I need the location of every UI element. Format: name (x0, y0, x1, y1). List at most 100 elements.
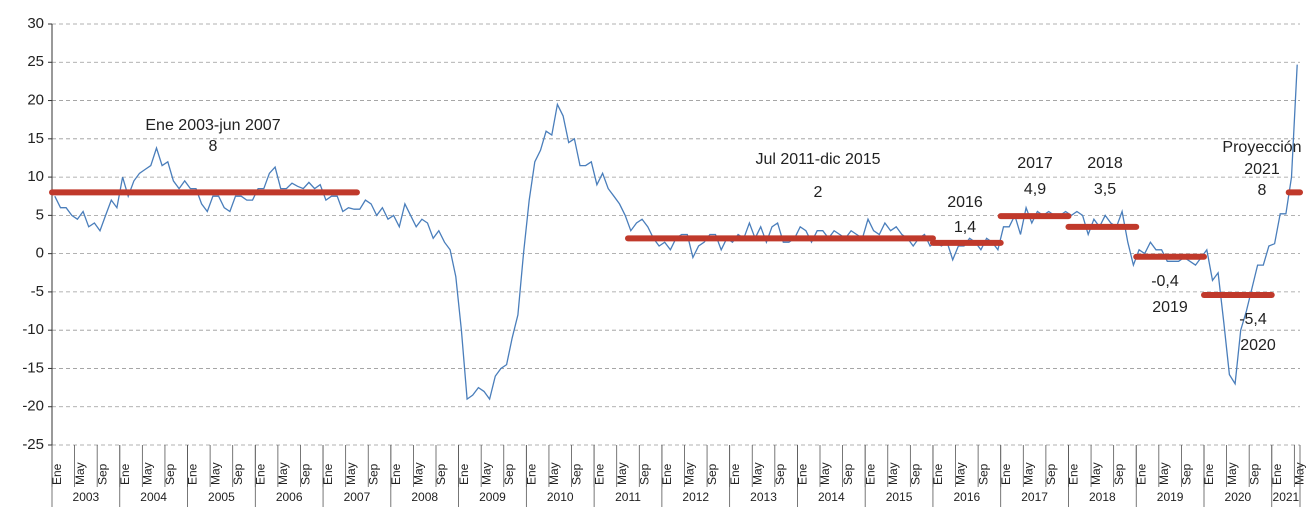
year-label: 2007 (344, 490, 371, 504)
y-tick-label: -25 (22, 436, 44, 453)
average-period: 2018 (1087, 155, 1123, 172)
average-value: 4,9 (1024, 181, 1046, 198)
x-tick-label: Ene (525, 463, 539, 485)
x-tick-label: Ene (118, 463, 132, 485)
average-period: 2016 (947, 194, 983, 211)
year-label: 2019 (1157, 490, 1184, 504)
x-tick-label: May (208, 462, 222, 485)
average-value: -5,4 (1239, 311, 1267, 328)
year-label: 2014 (818, 490, 845, 504)
average-period: 2021 (1244, 161, 1280, 178)
x-tick-label: May (479, 462, 493, 485)
x-tick-label: Sep (434, 463, 448, 485)
x-tick-label: Sep (773, 463, 787, 485)
year-label: 2005 (208, 490, 235, 504)
x-tick-label: May (276, 462, 290, 485)
x-tick-label: Ene (457, 463, 471, 485)
y-tick-label: 0 (36, 245, 44, 262)
average-value: 8 (209, 138, 218, 155)
x-tick-label: Sep (95, 463, 109, 485)
x-tick-label: May (1021, 462, 1035, 485)
year-label: 2013 (750, 490, 777, 504)
x-tick-label: May (1293, 462, 1306, 485)
x-tick-label: May (886, 462, 900, 485)
average-period: Ene 2003-jun 2007 (145, 117, 280, 134)
x-tick-label: Sep (909, 463, 923, 485)
x-tick-label: Sep (841, 463, 855, 485)
y-tick-label: 10 (27, 168, 44, 185)
x-tick-label: May (1089, 462, 1103, 485)
average-value: 3,5 (1094, 181, 1116, 198)
average-value: -0,4 (1151, 273, 1179, 290)
x-tick-label: Sep (1112, 463, 1126, 485)
average-period: 2020 (1240, 337, 1276, 354)
year-label: 2008 (411, 490, 438, 504)
x-tick-label: May (954, 462, 968, 485)
year-label: 2004 (140, 490, 167, 504)
average-value: 2 (814, 184, 823, 201)
x-tick-label: May (547, 462, 561, 485)
y-tick-label: -15 (22, 359, 44, 376)
x-tick-label: May (750, 462, 764, 485)
x-tick-label: May (1157, 462, 1171, 485)
x-tick-label: Sep (570, 463, 584, 485)
average-value: 8 (1258, 182, 1267, 199)
year-label: 2021 (1273, 490, 1300, 504)
x-tick-label: Ene (389, 463, 403, 485)
y-tick-label: 20 (27, 92, 44, 109)
year-label: 2015 (886, 490, 913, 504)
x-tick-label: Ene (1067, 463, 1081, 485)
y-tick-label: -5 (31, 283, 44, 300)
x-tick-label: Ene (50, 463, 64, 485)
x-tick-label: May (344, 462, 358, 485)
x-tick-label: Ene (1134, 463, 1148, 485)
x-tick-label: May (818, 462, 832, 485)
x-tick-label: May (73, 462, 87, 485)
average-period: 2019 (1152, 299, 1188, 316)
year-label: 2010 (547, 490, 574, 504)
average-value: 1,4 (954, 219, 976, 236)
year-label: 2012 (682, 490, 709, 504)
x-tick-label: Sep (1044, 463, 1058, 485)
x-tick-label: Ene (321, 463, 335, 485)
y-tick-label: 5 (36, 206, 44, 223)
x-tick-label: Ene (660, 463, 674, 485)
y-tick-label: 25 (27, 53, 44, 70)
y-tick-label: -10 (22, 321, 44, 338)
x-tick-label: Ene (796, 463, 810, 485)
x-tick-label: Ene (728, 463, 742, 485)
x-tick-label: Sep (299, 463, 313, 485)
x-tick-label: Ene (931, 463, 945, 485)
x-tick-label: Sep (976, 463, 990, 485)
x-tick-label: Ene (253, 463, 267, 485)
year-label: 2011 (615, 490, 641, 504)
year-label: 2018 (1089, 490, 1116, 504)
x-tick-label: May (615, 462, 629, 485)
x-tick-label: Ene (1270, 463, 1284, 485)
x-tick-label: Sep (163, 463, 177, 485)
data-line (54, 64, 1298, 401)
x-tick-label: Sep (502, 463, 516, 485)
average-period: Proyección (1222, 139, 1301, 156)
x-tick-label: Ene (1202, 463, 1216, 485)
x-tick-label: May (683, 462, 697, 485)
year-label: 2017 (1021, 490, 1048, 504)
x-tick-label: May (1225, 462, 1239, 485)
year-label: 2016 (953, 490, 980, 504)
x-tick-label: May (412, 462, 426, 485)
year-label: 2006 (276, 490, 303, 504)
x-tick-label: Ene (999, 463, 1013, 485)
year-label: 2009 (479, 490, 506, 504)
y-tick-label: 15 (27, 130, 44, 147)
x-tick-label: Sep (231, 463, 245, 485)
year-label: 2020 (1225, 490, 1252, 504)
x-tick-label: Ene (863, 463, 877, 485)
y-tick-label: -20 (22, 398, 44, 415)
x-tick-label: Sep (637, 463, 651, 485)
x-tick-label: Sep (705, 463, 719, 485)
x-tick-label: Ene (592, 463, 606, 485)
x-tick-label: Sep (1247, 463, 1261, 485)
x-tick-label: Ene (186, 463, 200, 485)
y-tick-label: 30 (27, 15, 44, 32)
